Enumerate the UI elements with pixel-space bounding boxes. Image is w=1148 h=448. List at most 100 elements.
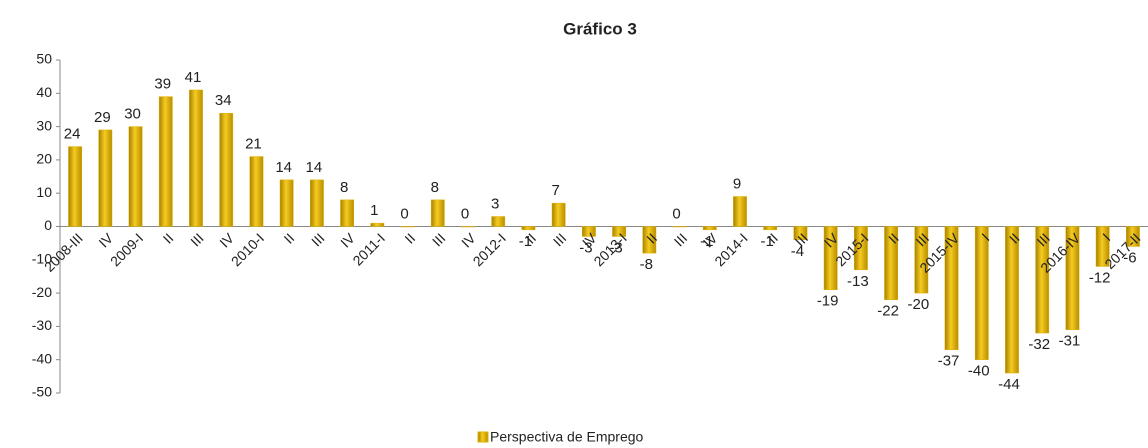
- bar: [823, 226, 838, 291]
- data-label: -12: [1089, 269, 1111, 286]
- bar: [1125, 226, 1140, 247]
- data-label: -20: [907, 296, 929, 313]
- y-tick-label: -30: [32, 317, 52, 333]
- y-tick-label: -10: [32, 251, 52, 267]
- data-label: -3: [579, 239, 592, 256]
- y-tick-label: -50: [32, 384, 52, 400]
- bar: [702, 226, 717, 231]
- x-tick-label: 2011-I: [349, 230, 388, 269]
- y-tick-label: 40: [36, 84, 52, 100]
- bar: [884, 226, 899, 301]
- data-label: 8: [431, 179, 439, 196]
- x-tick-label: II: [160, 230, 177, 247]
- legend-label: Perspectiva de Emprego: [490, 429, 644, 445]
- data-label: 7: [551, 182, 559, 199]
- data-label: 1: [370, 202, 378, 219]
- bar: [642, 226, 657, 254]
- y-tick-label: -20: [32, 284, 52, 300]
- data-label: 29: [94, 109, 111, 126]
- x-tick-label: 2014-I: [711, 230, 750, 269]
- bar: [581, 226, 596, 237]
- bar: [914, 226, 929, 294]
- bar: [68, 146, 83, 227]
- data-label: -32: [1028, 336, 1050, 353]
- bar: [158, 96, 173, 227]
- bar: [461, 226, 475, 228]
- data-label: 39: [154, 76, 171, 93]
- data-label: 9: [733, 175, 741, 192]
- data-label: 3: [491, 195, 499, 212]
- bar: [128, 126, 143, 227]
- x-tick-label: III: [187, 230, 207, 250]
- bar: [1035, 226, 1050, 334]
- x-tick-label: IV: [337, 229, 358, 250]
- y-tick-label: -40: [32, 350, 52, 366]
- bar: [853, 226, 868, 271]
- data-label: 30: [124, 106, 141, 123]
- bar: [249, 156, 264, 227]
- data-label: 8: [340, 179, 348, 196]
- data-label: 34: [215, 92, 232, 109]
- data-label: 0: [400, 205, 408, 222]
- bar: [279, 179, 294, 227]
- x-tick-label: 2009-I: [107, 230, 146, 269]
- x-tick-label: III: [308, 230, 328, 250]
- bar: [400, 226, 415, 228]
- bar: [98, 129, 113, 227]
- bar: [733, 196, 747, 227]
- data-label: -4: [791, 243, 804, 260]
- bar: [551, 202, 566, 227]
- bar: [521, 226, 536, 231]
- data-label: 41: [185, 69, 202, 86]
- bar: [1065, 226, 1080, 330]
- x-tick-label: II: [401, 230, 418, 247]
- bar: [219, 113, 234, 227]
- data-label: -19: [817, 293, 839, 310]
- chart-title: Gráfico 3: [563, 19, 637, 38]
- x-tick-label: III: [429, 230, 449, 250]
- data-label: 0: [672, 205, 680, 222]
- x-tick-label: IV: [216, 229, 237, 250]
- data-label: -1: [700, 233, 713, 250]
- bar: [672, 226, 687, 228]
- bar: [944, 226, 959, 350]
- y-tick-label: 10: [36, 184, 52, 200]
- data-label: -3: [609, 239, 622, 256]
- data-label: 14: [275, 159, 292, 176]
- data-label: 21: [245, 136, 262, 153]
- data-label: -44: [998, 376, 1020, 393]
- data-label: -1: [761, 233, 774, 250]
- data-label: -1: [519, 233, 532, 250]
- x-tick-label: 2012-I: [470, 230, 509, 269]
- bar: [309, 179, 324, 227]
- y-tick-label: 0: [44, 217, 52, 233]
- bar: [370, 222, 385, 227]
- data-label: -6: [1123, 249, 1136, 266]
- bar: [793, 226, 808, 241]
- data-label: -13: [847, 273, 869, 290]
- x-tick-label: IV: [458, 229, 479, 250]
- data-label: -37: [938, 353, 960, 370]
- y-tick-label: 50: [36, 51, 52, 67]
- bar: [430, 199, 445, 227]
- data-label: 24: [64, 126, 81, 143]
- legend-swatch: [477, 431, 489, 443]
- data-label: -8: [640, 256, 653, 273]
- data-label: -40: [968, 363, 990, 380]
- y-tick-label: 30: [36, 117, 52, 133]
- x-tick-label: III: [671, 230, 691, 250]
- x-tick-label: III: [550, 230, 570, 250]
- x-tick-label: IV: [95, 229, 116, 250]
- x-tick-label: II: [281, 230, 298, 247]
- bar: [763, 226, 778, 231]
- bar: [491, 216, 506, 227]
- data-label: 0: [461, 205, 469, 222]
- bar: [612, 226, 627, 237]
- bar: [1005, 226, 1019, 374]
- bar: [340, 199, 355, 227]
- y-tick-label: 20: [36, 151, 52, 167]
- data-label: -31: [1059, 333, 1081, 350]
- data-label: -22: [877, 303, 899, 320]
- bar: [974, 226, 989, 360]
